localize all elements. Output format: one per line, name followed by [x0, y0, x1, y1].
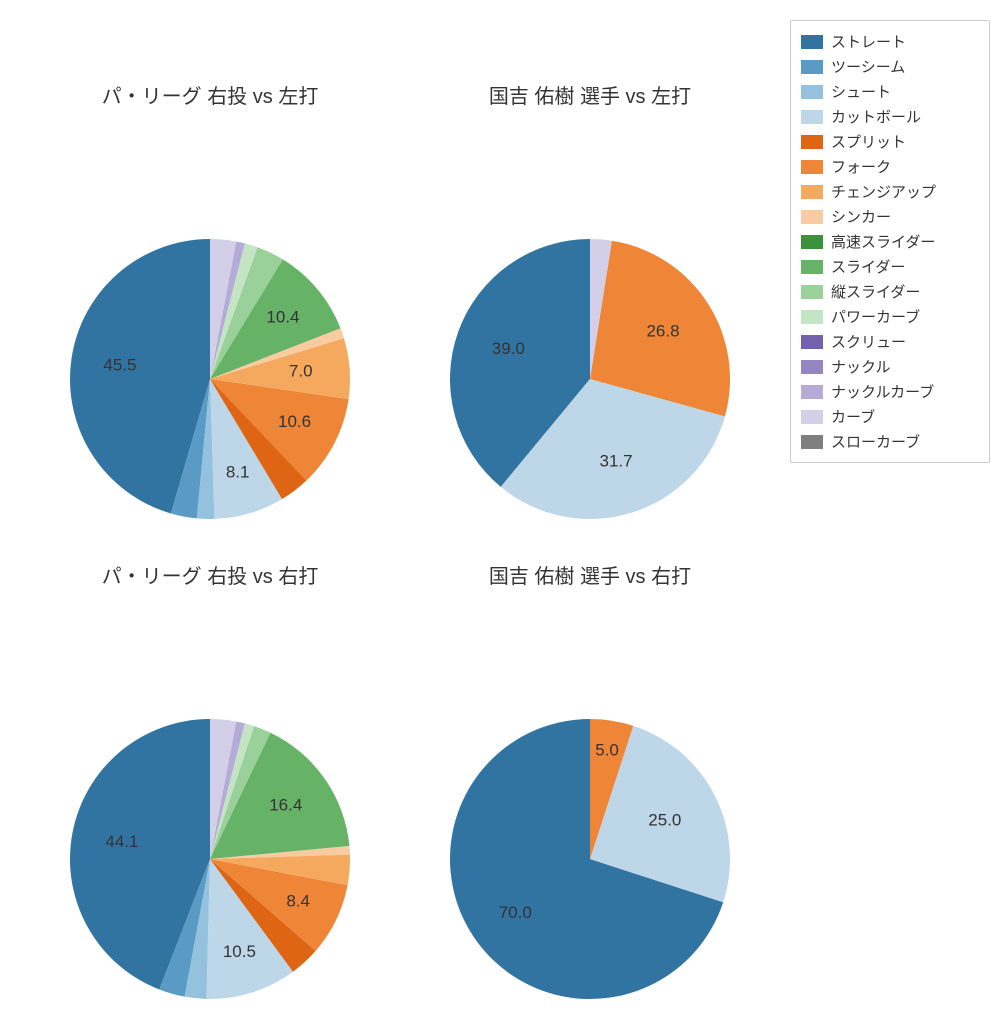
chart-title: 国吉 佑樹 選手 vs 左打 [410, 80, 770, 109]
pie-chart: 44.1 10.5 8.4 16.4 [30, 599, 390, 1019]
legend-swatch [801, 410, 823, 424]
pie-slice-label: 26.8 [646, 322, 679, 341]
legend-swatch [801, 85, 823, 99]
legend-label: 高速スライダー [831, 231, 935, 252]
legend-item: シュート [801, 79, 979, 104]
legend-item: 縦スライダー [801, 279, 979, 304]
legend-item: カットボール [801, 104, 979, 129]
pie-slice-label: 25.0 [648, 810, 681, 829]
legend-item: カーブ [801, 404, 979, 429]
legend-item: ツーシーム [801, 54, 979, 79]
legend-swatch [801, 360, 823, 374]
legend-item: スローカーブ [801, 429, 979, 454]
legend-swatch [801, 285, 823, 299]
pie-slice-label: 16.4 [269, 796, 302, 815]
legend-item: ナックル [801, 354, 979, 379]
legend-item: ストレート [801, 29, 979, 54]
chart-title: パ・リーグ 右投 vs 左打 [30, 80, 390, 109]
legend-item: フォーク [801, 154, 979, 179]
legend-item: 高速スライダー [801, 229, 979, 254]
legend-item: スライダー [801, 254, 979, 279]
pie-slice-label: 8.1 [226, 463, 250, 482]
legend-label: シュート [831, 81, 891, 102]
legend-swatch [801, 60, 823, 74]
legend-swatch [801, 385, 823, 399]
legend-item: ナックルカーブ [801, 379, 979, 404]
legend-label: パワーカーブ [831, 306, 920, 327]
chart-title: パ・リーグ 右投 vs 右打 [30, 560, 390, 589]
chart-cell: パ・リーグ 右投 vs 左打 45.5 8.1 10.6 7.0 10.4 [30, 20, 390, 480]
legend-label: 縦スライダー [831, 281, 920, 302]
legend-label: スプリット [831, 131, 906, 152]
legend-swatch [801, 135, 823, 149]
pie-slice-label: 70.0 [499, 903, 532, 922]
pie-chart: 39.0 31.7 26.8 [410, 119, 770, 539]
pie-chart: 45.5 8.1 10.6 7.0 10.4 [30, 119, 390, 539]
legend-item: チェンジアップ [801, 179, 979, 204]
pie-slice-label: 10.6 [278, 412, 311, 431]
pie-slice-label: 7.0 [289, 362, 313, 381]
pie-slice-label: 8.4 [286, 891, 310, 910]
legend-item: スプリット [801, 129, 979, 154]
legend-item: シンカー [801, 204, 979, 229]
legend-swatch [801, 210, 823, 224]
pie-slice-label: 31.7 [599, 451, 632, 470]
legend-label: ツーシーム [831, 56, 905, 77]
pie-slice-label: 10.5 [223, 942, 256, 961]
legend-swatch [801, 260, 823, 274]
legend-swatch [801, 160, 823, 174]
legend-label: チェンジアップ [831, 181, 936, 202]
legend-swatch [801, 185, 823, 199]
pie-slice-label: 39.0 [492, 339, 525, 358]
legend-swatch [801, 35, 823, 49]
charts-grid: パ・リーグ 右投 vs 左打 45.5 8.1 10.6 7.0 10.4 国吉 佑樹 選手… [20, 20, 780, 980]
legend-swatch [801, 110, 823, 124]
legend-label: スライダー [831, 256, 905, 277]
legend-item: スクリュー [801, 329, 979, 354]
legend-item: パワーカーブ [801, 304, 979, 329]
legend-label: シンカー [831, 206, 891, 227]
chart-title: 国吉 佑樹 選手 vs 右打 [410, 560, 770, 589]
legend-swatch [801, 235, 823, 249]
legend-label: スローカーブ [831, 431, 920, 452]
legend: ストレートツーシームシュートカットボールスプリットフォークチェンジアップシンカー… [790, 20, 990, 463]
legend-label: スクリュー [831, 331, 906, 352]
pie-slice-label: 45.5 [103, 356, 136, 375]
chart-cell: 国吉 佑樹 選手 vs 右打 70.0 25.0 5.0 [410, 500, 770, 960]
chart-cell: 国吉 佑樹 選手 vs 左打 39.0 31.7 26.8 [410, 20, 770, 480]
legend-label: ナックルカーブ [831, 381, 934, 402]
legend-swatch [801, 435, 823, 449]
legend-label: ナックル [831, 356, 891, 377]
legend-label: カーブ [831, 406, 875, 427]
legend-swatch [801, 310, 823, 324]
pie-chart: 70.0 25.0 5.0 [410, 599, 770, 1019]
chart-cell: パ・リーグ 右投 vs 右打 44.1 10.5 8.4 16.4 [30, 500, 390, 960]
pie-slice-label: 10.4 [266, 307, 299, 326]
pie-slice-label: 44.1 [105, 832, 138, 851]
legend-label: カットボール [831, 106, 921, 127]
legend-label: ストレート [831, 31, 906, 52]
legend-label: フォーク [831, 156, 891, 177]
legend-swatch [801, 335, 823, 349]
pie-slice-label: 5.0 [595, 741, 619, 760]
